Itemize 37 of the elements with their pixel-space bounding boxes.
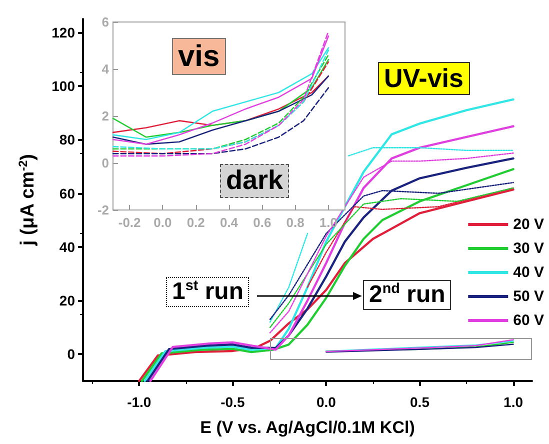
line-series — [112, 75, 330, 145]
x-tick-label: 0.0 — [154, 215, 172, 230]
y-tick-label: 2 — [102, 108, 109, 124]
annotation: vis — [172, 38, 226, 75]
y-tick-label: 120 — [52, 24, 76, 40]
line-series — [112, 87, 330, 154]
x-tick-label: -0.2 — [118, 215, 141, 230]
legend-label: 60 V — [513, 312, 544, 329]
y-tick-label: 4 — [102, 62, 110, 76]
x-tick-label: 0.6 — [253, 215, 272, 230]
annotation: 1$^{st}$ run — [166, 277, 250, 308]
legend-label: 40 V — [513, 264, 544, 281]
x-axis-title: E (V vs. Ag/AgCl/0.1M KCl) — [200, 418, 415, 437]
annotation: UV-vis — [378, 62, 470, 95]
annotation: 2$^{nd}$ run — [363, 280, 452, 310]
y-tick-label: 20 — [59, 292, 76, 309]
x-tick-label: 0.5 — [410, 394, 430, 410]
y-axis-title: j (μA cm-2) — [16, 154, 38, 247]
x-tick-label: 0.8 — [286, 215, 304, 230]
x-tick-label: -1.0 — [127, 394, 152, 410]
legend-label: 30 V — [513, 240, 544, 257]
x-tick-label: 0.2 — [186, 215, 205, 230]
x-tick-label: 0.4 — [220, 215, 239, 230]
legend-label: 20 V — [513, 216, 544, 233]
annotation: dark — [220, 164, 290, 198]
y-tick-label: -2 — [97, 202, 109, 218]
x-tick-label: 0.0 — [316, 394, 336, 410]
y-tick-label: 6 — [102, 14, 109, 30]
legend-label: 50 V — [513, 288, 544, 305]
y-tick-label: 100 — [52, 78, 76, 94]
y-tick-label: 60 — [59, 185, 76, 202]
y-tick-label: 40 — [59, 238, 76, 255]
y-tick-label: 0 — [102, 156, 109, 170]
x-tick-label: 1.0 — [504, 394, 524, 410]
x-tick-label: -0.5 — [220, 394, 245, 410]
y-tick-label: 80 — [59, 132, 76, 148]
y-tick-label: 0 — [67, 346, 76, 362]
